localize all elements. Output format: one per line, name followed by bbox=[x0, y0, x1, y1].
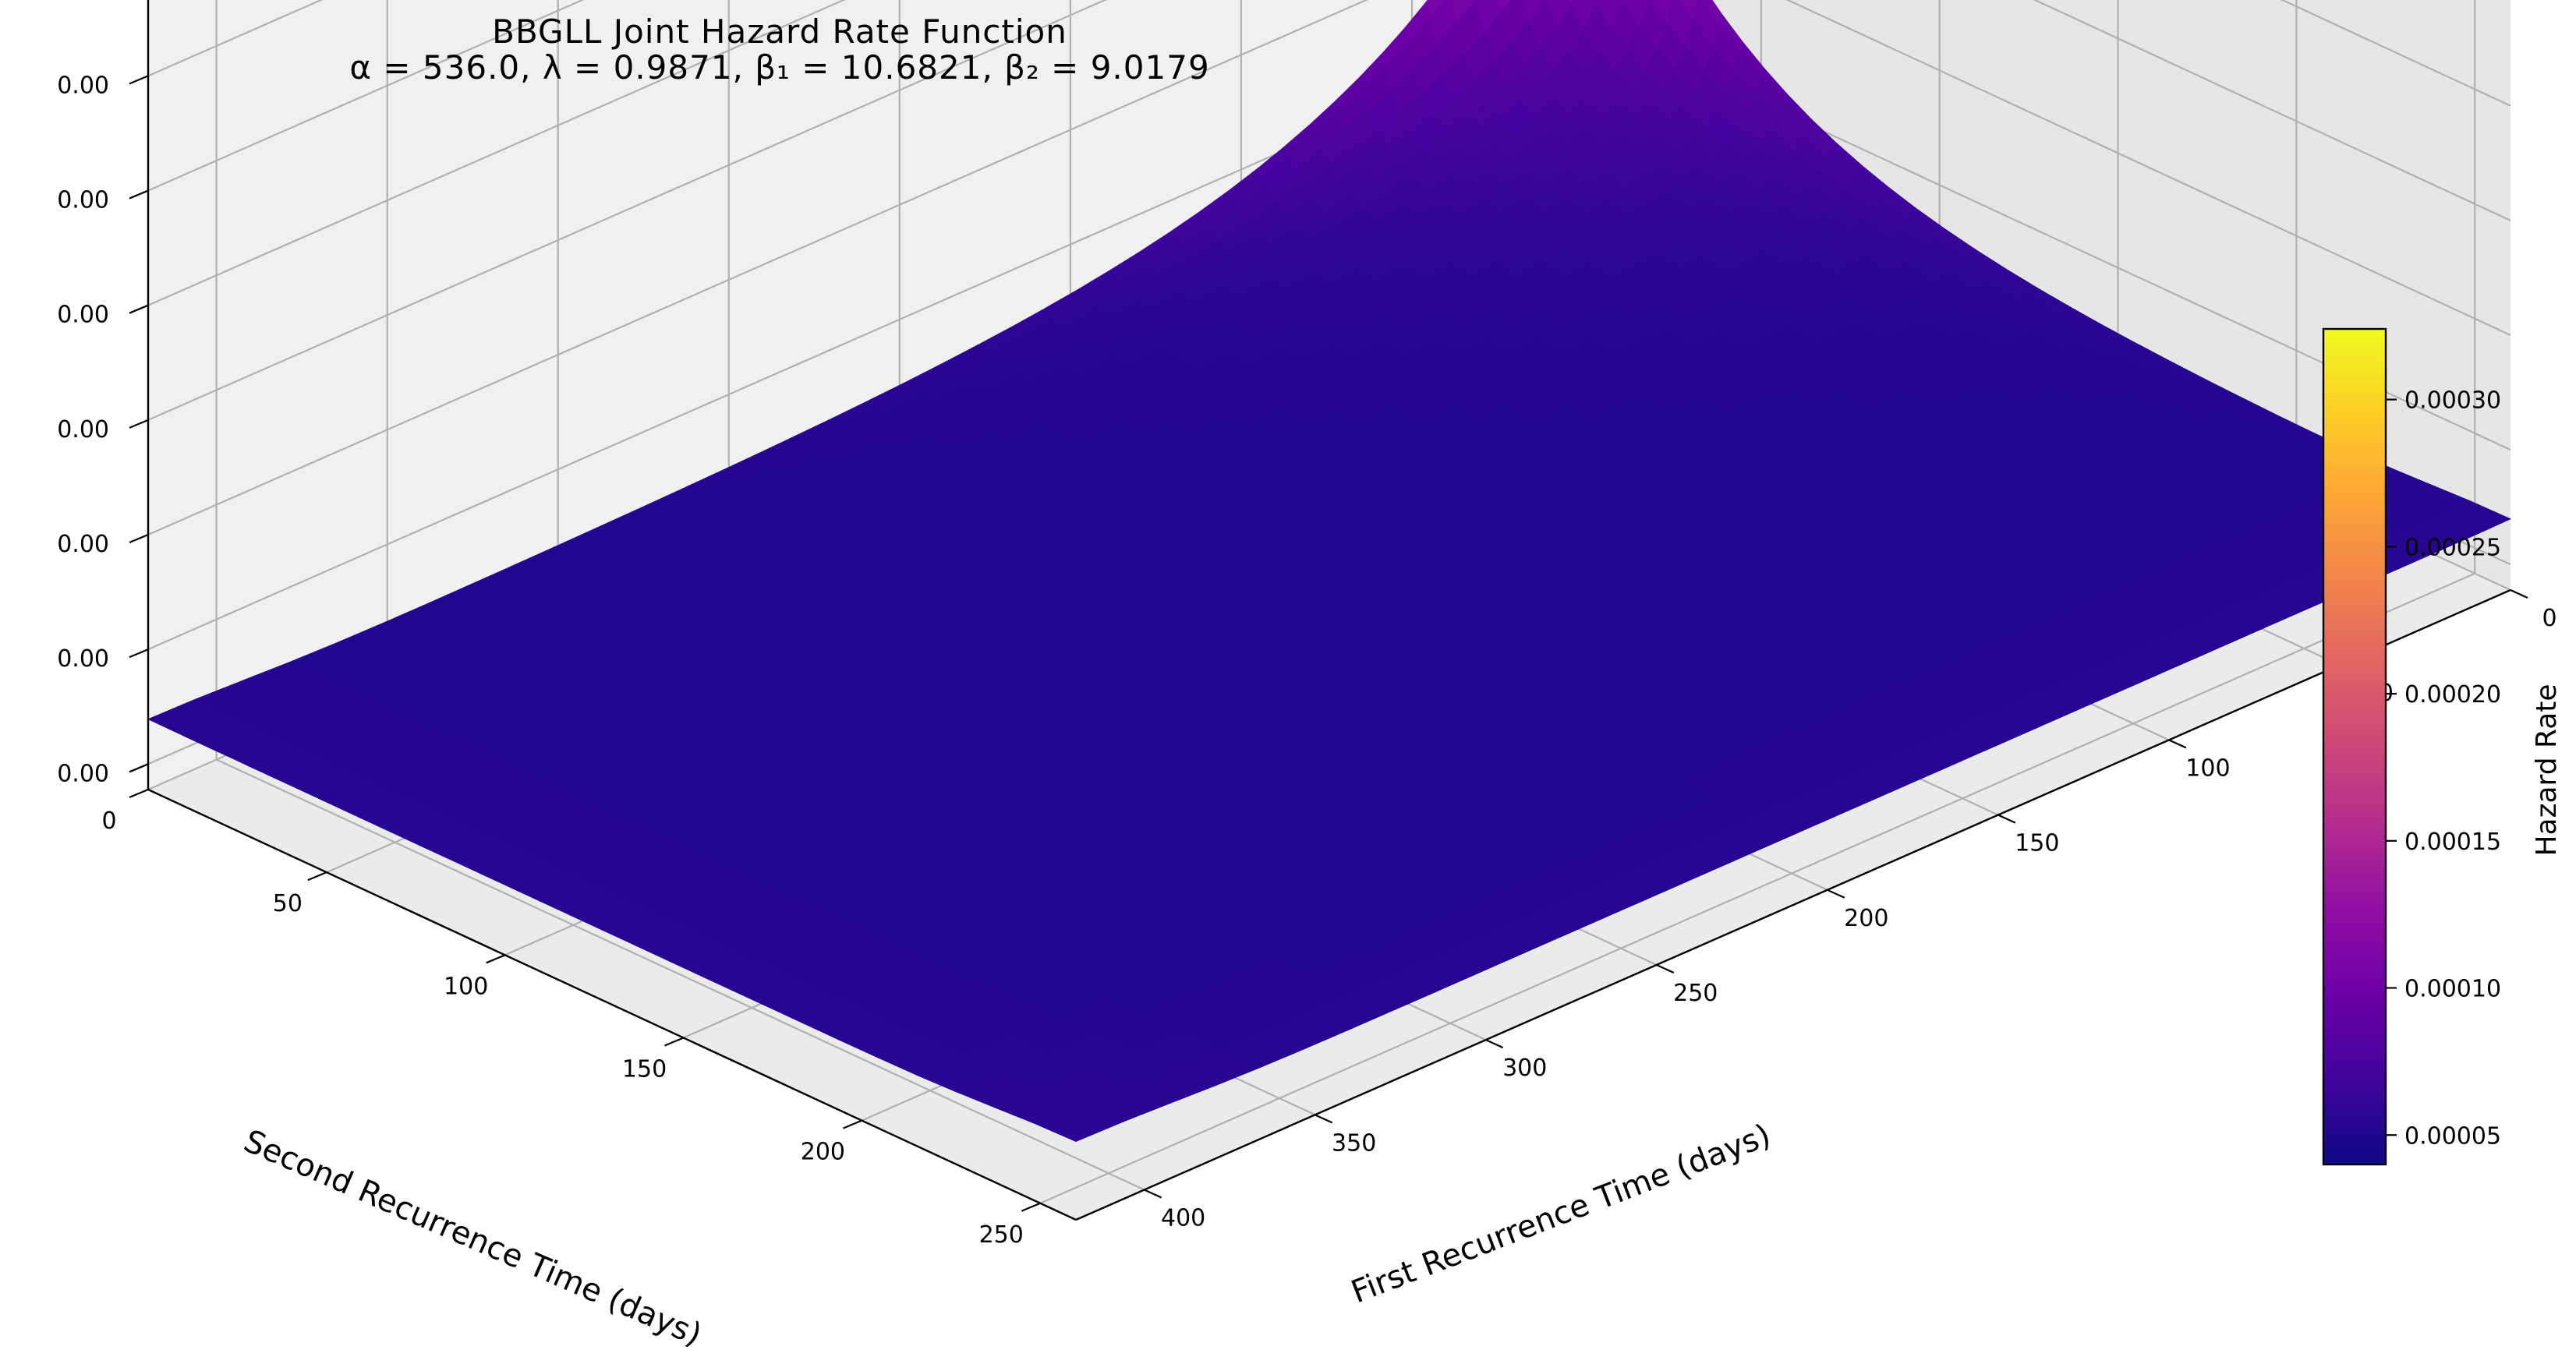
x-tick bbox=[1998, 815, 2015, 823]
z-tick-label: 0.00 bbox=[57, 645, 109, 673]
y-tick bbox=[1021, 1203, 1040, 1211]
y-tick-label: 0 bbox=[101, 807, 116, 835]
x-tick bbox=[1315, 1115, 1332, 1122]
x-tick-label: 100 bbox=[2185, 754, 2230, 782]
colorbar-tick-label: 0.00015 bbox=[2404, 829, 2501, 856]
y-tick-label: 50 bbox=[273, 890, 303, 917]
colorbar-label: Hazard Rate bbox=[2531, 684, 2563, 856]
x-tick bbox=[1657, 965, 1674, 973]
chart-title: BBGLL Joint Hazard Rate Function bbox=[0, 12, 1559, 51]
z-tick bbox=[129, 764, 148, 772]
y-tick bbox=[665, 1037, 684, 1045]
x-tick bbox=[2169, 740, 2186, 747]
x-axis-label: First Recurrence Time (days) bbox=[1346, 1118, 1775, 1311]
x-tick-label: 300 bbox=[1502, 1055, 1547, 1082]
x-tick bbox=[1145, 1190, 1162, 1198]
y-axis-label: Second Recurrence Time (days) bbox=[239, 1123, 706, 1353]
colorbar-tick-label: 0.00010 bbox=[2404, 976, 2501, 1003]
z-axis-ticks: 0.000.000.000.000.000.000.000.00 bbox=[57, 0, 148, 787]
y-tick-label: 200 bbox=[801, 1139, 845, 1166]
z-tick bbox=[129, 420, 148, 428]
x-tick-label: 400 bbox=[1161, 1205, 1205, 1232]
z-tick-label: 0.00 bbox=[57, 302, 109, 329]
y-tick bbox=[843, 1121, 862, 1129]
x-tick-label: 150 bbox=[2015, 830, 2059, 857]
y-tick bbox=[308, 872, 327, 880]
z-tick-label: 0.00 bbox=[57, 760, 109, 787]
colorbar-tick-label: 0.00005 bbox=[2404, 1122, 2501, 1150]
z-tick-label: 0.00 bbox=[57, 531, 109, 558]
colorbar-tick-label: 0.00025 bbox=[2404, 534, 2501, 561]
x-tick bbox=[1486, 1040, 1503, 1048]
z-tick-label: 0.00 bbox=[57, 416, 109, 443]
z-tick bbox=[129, 191, 148, 199]
y-tick-label: 100 bbox=[444, 973, 488, 1000]
z-tick bbox=[129, 306, 148, 313]
z-tick bbox=[129, 535, 148, 542]
colorbar-tick-label: 0.00020 bbox=[2404, 681, 2501, 709]
colorbar-gradient bbox=[2323, 329, 2386, 1164]
x-tick bbox=[1828, 890, 1845, 898]
x-tick-label: 0 bbox=[2542, 605, 2557, 632]
chart-subtitle: α = 536.0, λ = 0.9871, β₁ = 10.6821, β₂ … bbox=[0, 48, 1559, 87]
z-tick-label: 0.00 bbox=[57, 187, 109, 214]
x-tick-label: 200 bbox=[1844, 905, 1888, 932]
y-tick-label: 150 bbox=[622, 1055, 667, 1083]
z-tick bbox=[129, 649, 148, 657]
y-tick bbox=[129, 790, 148, 797]
x-tick-label: 350 bbox=[1332, 1129, 1376, 1157]
x-tick bbox=[2511, 590, 2528, 598]
colorbar-tick-label: 0.00030 bbox=[2404, 387, 2501, 415]
x-tick-label: 250 bbox=[1673, 980, 1718, 1007]
y-tick-label: 250 bbox=[979, 1221, 1024, 1249]
y-tick bbox=[487, 955, 505, 963]
